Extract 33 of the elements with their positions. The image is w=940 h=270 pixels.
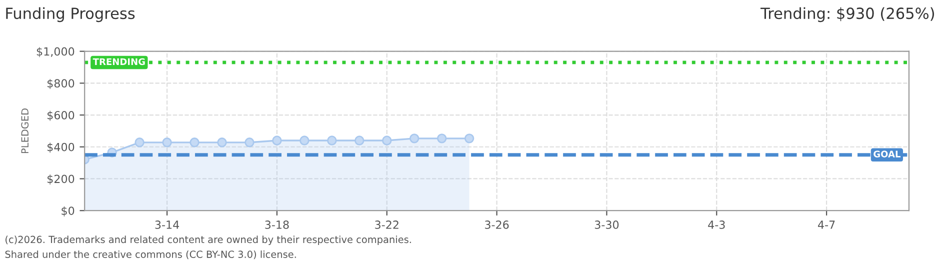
- y-tick-label: $200: [48, 174, 74, 185]
- chart-title: Funding Progress: [6, 7, 135, 22]
- y-tick-label: $800: [48, 78, 74, 90]
- point: [409, 134, 420, 144]
- point: [464, 134, 474, 144]
- y-tick-label: $0: [62, 206, 74, 216]
- y-tick-label: $400: [48, 142, 74, 153]
- x-tick-label: 3-30: [594, 220, 619, 229]
- x-tick-label: 3-22: [375, 220, 398, 229]
- x-tick-label: 3-26: [485, 220, 509, 229]
- point: [244, 138, 254, 148]
- y-tick-label: $1,000: [36, 47, 74, 58]
- x-tick-label: 3-14: [155, 220, 180, 229]
- x-tick-label: 4-3: [708, 220, 725, 229]
- point: [190, 138, 200, 148]
- y-axis-title: PLEDGED: [21, 108, 29, 154]
- text: Shared under the creative commons (CC BY-NC 3.0) license.: [5, 250, 296, 260]
- point: [162, 138, 172, 148]
- ref-line-label: TRENDING: [92, 58, 145, 66]
- point: [217, 138, 227, 148]
- x-tick-label: 3-18: [265, 220, 289, 229]
- point: [354, 136, 364, 146]
- point: [272, 136, 282, 146]
- chart-subtitle: Trending: $930 (265%): [760, 7, 934, 22]
- point: [134, 138, 144, 148]
- point: [327, 136, 337, 146]
- y-tick-label: $600: [48, 110, 74, 121]
- point: [382, 136, 392, 146]
- point: [300, 136, 310, 146]
- ref-line-label: GOAL: [874, 150, 900, 158]
- x-tick-label: 4-7: [818, 220, 835, 229]
- point: [436, 134, 447, 144]
- text: (c)2026. Trademarks and related content are owned by their respective companies.: [6, 236, 411, 246]
